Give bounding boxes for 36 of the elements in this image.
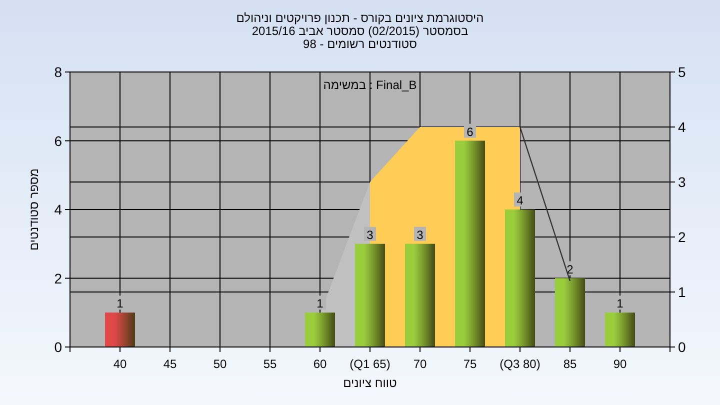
- y2-tick-label: 0: [678, 339, 686, 355]
- text: סטודנטים רשומים - 98: [303, 37, 418, 51]
- x-axis-title: טווח ציונים: [343, 376, 398, 390]
- x-tick-label: 90: [613, 357, 627, 371]
- y-tick-label: 0: [54, 339, 62, 355]
- annotation: Final_B : במשימה: [323, 78, 417, 92]
- x-tick-label: 75: [463, 357, 477, 371]
- y-tick-label: 2: [54, 270, 62, 286]
- y2-tick-label: 2: [678, 229, 686, 245]
- data-label: 3: [366, 228, 374, 242]
- y2-tick-label: 3: [678, 174, 686, 190]
- x-tick-label: 70: [413, 357, 427, 371]
- y2-tick-label: 1: [678, 284, 686, 300]
- chart-title: היסטוגרמת ציונים בקורס - תכנון פרויקטים וניהולם: [236, 11, 484, 25]
- y-tick-label: 6: [54, 132, 62, 149]
- x-tick-label: (Q1 65): [350, 357, 390, 371]
- x-tick-label: 55: [263, 357, 277, 371]
- y-tick-label: 4: [54, 202, 62, 218]
- y-tick-label: 8: [54, 64, 62, 80]
- data-label: 6: [466, 124, 474, 139]
- data-label: 1: [116, 296, 124, 311]
- y2-tick-label: 5: [678, 64, 686, 80]
- y-axis-title: מספר סטודנטים: [27, 168, 41, 251]
- x-tick-label: 85: [563, 357, 577, 371]
- x-tick-label: (Q3 80): [500, 357, 540, 371]
- y2-tick-label: 4: [678, 119, 686, 135]
- x-tick-label: 45: [163, 357, 177, 371]
- chart-subtitle: בסמסטר (02/2015) סמסטר אביב 2015/16: [252, 24, 468, 38]
- data-label: 1: [316, 296, 324, 311]
- x-tick-label: 50: [213, 357, 227, 371]
- data-label: 1: [616, 296, 624, 311]
- data-label: 2: [566, 262, 574, 276]
- x-tick-label: 60: [313, 357, 327, 371]
- x-tick-label: 40: [113, 357, 127, 371]
- data-label: 4: [516, 194, 524, 208]
- data-label: 3: [416, 228, 424, 242]
